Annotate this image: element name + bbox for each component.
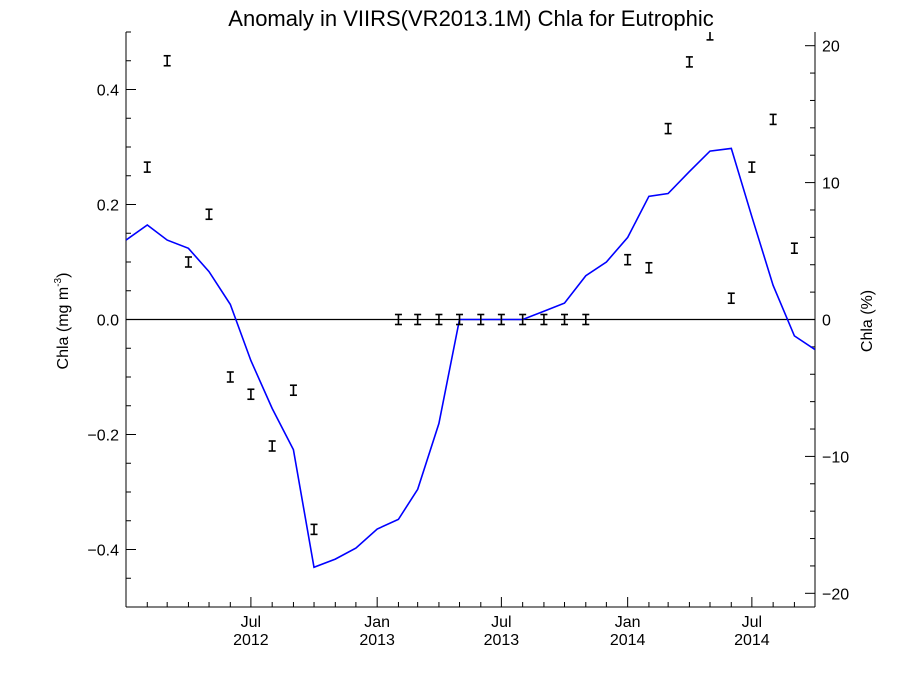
plot-area: 0.40.20.0−0.2−0.420100−10−20Jul2012Jan20… xyxy=(87,31,849,649)
y-tick-label-left: 0.4 xyxy=(97,83,119,100)
x-tick-label: Jul xyxy=(742,614,762,631)
x-tick-label-year: 2013 xyxy=(484,632,520,649)
x-tick-label: Jan xyxy=(615,614,641,631)
data-point xyxy=(540,313,548,326)
y-tick-label-right: −10 xyxy=(822,449,849,466)
data-point xyxy=(247,388,255,401)
data-point xyxy=(519,313,527,326)
y-axis-label-left: Chla (mg m-3) xyxy=(53,273,72,370)
y-tick-label-right: 20 xyxy=(822,39,840,56)
data-point xyxy=(624,253,632,266)
y-tick-label-right: −20 xyxy=(822,586,849,603)
data-point xyxy=(414,313,422,326)
data-point xyxy=(143,161,151,173)
data-point xyxy=(205,208,213,221)
y-axis-label-right: Chla (%) xyxy=(859,290,876,352)
series-line xyxy=(126,147,815,569)
y-tick-label-left: −0.4 xyxy=(87,543,119,560)
data-point xyxy=(310,523,318,536)
data-point xyxy=(289,384,297,397)
y-tick-label-left: 0.0 xyxy=(97,313,119,330)
y-tick-label-right: 0 xyxy=(822,313,831,330)
data-point xyxy=(163,54,171,67)
data-point xyxy=(706,32,714,41)
data-point xyxy=(477,313,485,326)
data-point xyxy=(748,161,756,173)
x-tick-label-year: 2014 xyxy=(610,632,646,649)
data-point xyxy=(664,122,672,135)
x-tick-label: Jul xyxy=(241,614,261,631)
y-tick-label-right: 10 xyxy=(822,176,840,193)
data-point xyxy=(226,371,234,383)
x-tick-label-year: 2014 xyxy=(734,632,770,649)
data-point xyxy=(582,313,590,326)
data-point xyxy=(456,313,464,326)
data-point xyxy=(435,313,443,326)
data-point xyxy=(727,292,735,305)
x-tick-label: Jul xyxy=(491,614,511,631)
data-point xyxy=(394,313,402,326)
data-point xyxy=(790,242,798,254)
data-point xyxy=(769,113,777,126)
data-point xyxy=(184,256,192,268)
chart-title: Anomaly in VIIRS(VR2013.1M) Chla for Eut… xyxy=(228,6,713,31)
x-tick-label-year: 2012 xyxy=(233,632,269,649)
data-point xyxy=(497,313,505,326)
data-point xyxy=(685,56,693,68)
data-point xyxy=(645,261,653,274)
data-point xyxy=(268,440,276,452)
x-tick-label-year: 2013 xyxy=(359,632,395,649)
y-tick-label-left: −0.2 xyxy=(87,428,119,445)
x-tick-label: Jan xyxy=(364,614,390,631)
y-tick-label-left: 0.2 xyxy=(97,198,119,215)
data-point xyxy=(561,313,569,326)
